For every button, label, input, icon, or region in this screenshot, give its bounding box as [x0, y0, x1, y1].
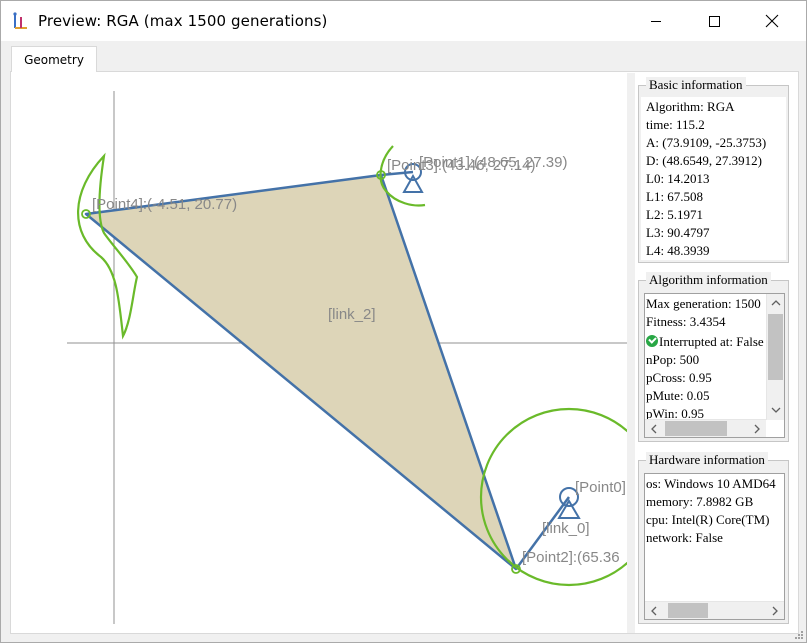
link-3-line[interactable] — [380, 170, 414, 177]
algorithm-info-line: nPop: 500 — [646, 352, 700, 367]
scroll-down-icon[interactable] — [767, 401, 784, 419]
basic-info-line: D: (48.6549, 27.3912) — [646, 153, 762, 168]
point2-joint[interactable] — [511, 564, 521, 574]
resize-grip-icon[interactable] — [793, 629, 805, 641]
point1-joint[interactable] — [376, 170, 386, 180]
vscroll-thumb[interactable] — [768, 314, 783, 380]
algorithm-info-line: Fitness: 3.4354 — [646, 314, 726, 329]
tab-geometry[interactable]: Geometry — [11, 46, 97, 72]
hardware-info-line: memory: 7.8982 GB — [646, 494, 754, 509]
app-logo-icon — [13, 12, 27, 29]
point4-label: [Point4]:(-4.51, 20.77) — [92, 196, 237, 213]
basic-info-line: L0: 14.2013 — [646, 171, 710, 186]
close-icon — [765, 14, 779, 28]
check-circle-icon — [646, 335, 658, 347]
point1-path — [379, 145, 426, 207]
close-button[interactable] — [749, 1, 795, 41]
hardware-info-group: Hardware information os: Windows 10 AMD6… — [638, 452, 789, 624]
point0-ground-pivot-icon[interactable] — [557, 487, 581, 519]
point4-joint[interactable] — [81, 209, 91, 219]
hardware-info-line: network: False — [646, 530, 723, 545]
link-0-line[interactable] — [514, 496, 571, 570]
point3-label: [Point3]:(43.46, 27.14) — [387, 157, 535, 174]
algorithm-info-group: Algorithm information Max generation: 15… — [638, 272, 789, 442]
point1-label: [Point1]:(48.65, 27.39) — [419, 154, 567, 171]
basic-info-line: L1: 67.508 — [646, 189, 704, 204]
maximize-button[interactable] — [691, 1, 737, 41]
basic-info-list: Algorithm: RGA time: 115.2 A: (73.9109, … — [641, 97, 786, 260]
basic-info-line: L3: 90.4797 — [646, 225, 710, 240]
geometry-canvas[interactable]: [Point4]:(-4.51, 20.77) [Point3]:(43.46,… — [11, 73, 627, 633]
point2-label: [Point2]:(65.36 — [522, 549, 620, 566]
scroll-left-icon[interactable] — [645, 602, 663, 619]
hardware-info-hscroll[interactable] — [645, 601, 784, 619]
algorithm-info-title: Algorithm information — [646, 272, 771, 288]
scroll-left-icon[interactable] — [645, 420, 663, 437]
link-2-shape[interactable] — [84, 173, 518, 571]
basic-info-line: time: 115.2 — [646, 117, 705, 132]
algorithm-info-vscroll[interactable] — [766, 294, 784, 420]
link-2-label: [link_2] — [328, 306, 376, 323]
hardware-info-line: os: Windows 10 AMD64 — [646, 476, 776, 491]
geometry-plot[interactable]: [Point4]:(-4.51, 20.77) [Point3]:(43.46,… — [11, 73, 627, 633]
scroll-up-icon[interactable] — [767, 294, 784, 312]
hardware-info-line: cpu: Intel(R) Core(TM) — [646, 512, 770, 527]
hardware-info-title: Hardware information — [646, 452, 768, 468]
basic-info-line: L4: 48.3939 — [646, 243, 710, 258]
link-0-label: [link_0] — [542, 520, 590, 537]
scroll-right-icon[interactable] — [766, 602, 784, 619]
hscroll-thumb[interactable] — [665, 421, 727, 436]
point0-label: [Point0] — [575, 479, 626, 496]
point0-path — [479, 407, 627, 587]
algorithm-info-line: Max generation: 1500 — [646, 296, 761, 311]
maximize-icon — [709, 16, 720, 27]
scroll-right-icon[interactable] — [748, 420, 766, 437]
algorithm-info-line: pCross: 0.95 — [646, 370, 712, 385]
point3-ground-pivot-icon[interactable] — [402, 163, 424, 193]
algorithm-info-line: pMute: 0.05 — [646, 388, 710, 403]
window-title: Preview: RGA (max 1500 generations) — [38, 12, 328, 30]
basic-info-line: L2: 5.1971 — [646, 207, 704, 222]
algorithm-info-list[interactable]: Max generation: 1500 Fitness: 3.4354 Int… — [644, 293, 785, 438]
minimize-icon — [651, 21, 661, 22]
minimize-button[interactable] — [633, 1, 679, 41]
algorithm-info-hscroll[interactable] — [645, 419, 766, 437]
hscroll-thumb[interactable] — [668, 603, 708, 618]
basic-info-line: Algorithm: RGA — [646, 99, 735, 114]
panel-splitter[interactable] — [627, 73, 635, 633]
algorithm-info-line-interrupted: Interrupted at: False — [645, 333, 766, 351]
hardware-info-list[interactable]: os: Windows 10 AMD64 memory: 7.8982 GB c… — [644, 473, 785, 620]
algorithm-info-line: pWin: 0.95 — [646, 406, 704, 421]
point4-path — [77, 152, 139, 340]
basic-info-group: Basic information Algorithm: RGA time: 1… — [638, 77, 789, 263]
basic-info-line: A: (73.9109, -25.3753) — [646, 135, 767, 150]
basic-info-title: Basic information — [646, 77, 746, 93]
title-bar[interactable]: Preview: RGA (max 1500 generations) — [1, 1, 806, 41]
